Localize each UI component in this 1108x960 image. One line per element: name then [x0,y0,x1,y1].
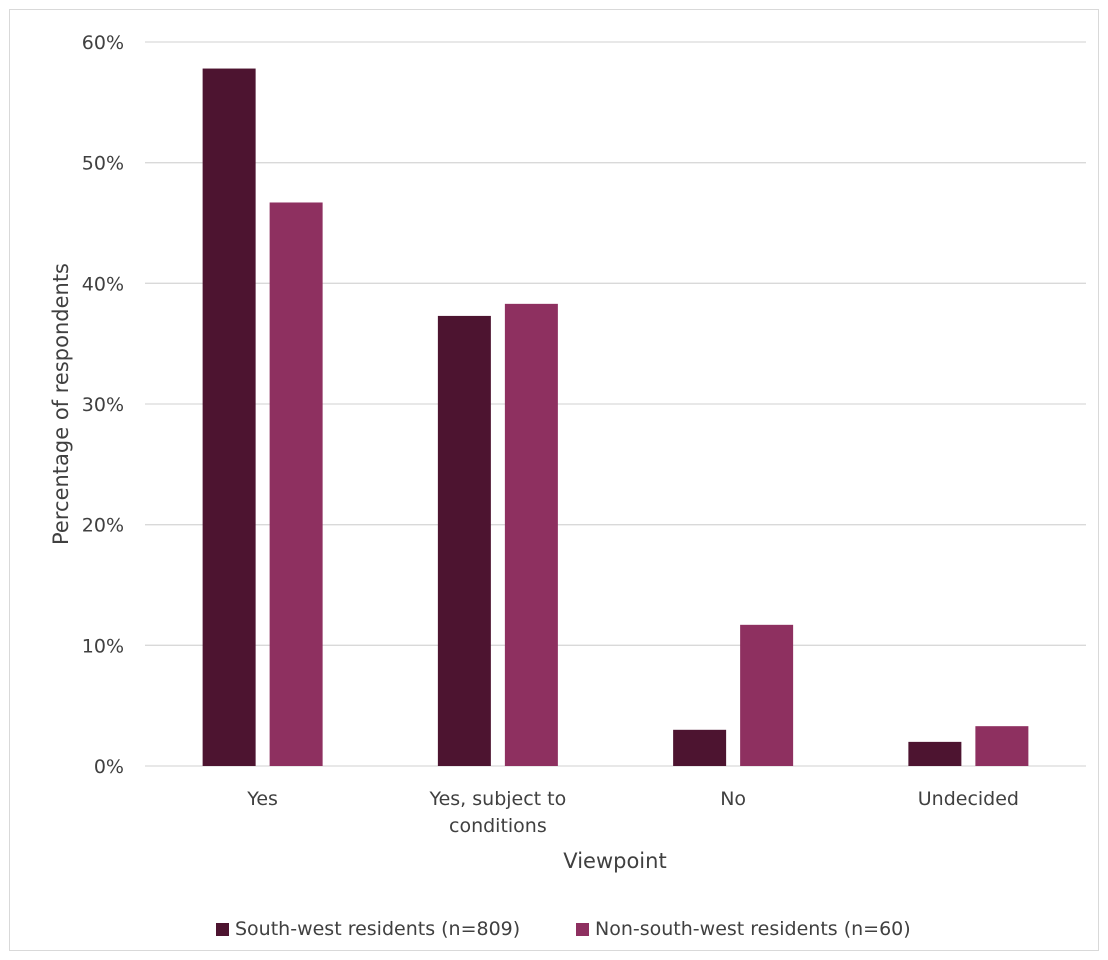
x-tick-label: conditions [449,815,547,837]
chart-frame [9,9,1099,951]
x-axis-ticks: Yes Yes, subject to conditions No Undecided [246,788,1019,837]
y-axis-ticks: 0% 10% 20% 30% 40% 50% 60% [82,32,124,778]
bar [975,726,1029,766]
y-tick-label: 30% [82,394,124,416]
legend-swatch [576,923,589,936]
y-tick-label: 40% [82,273,124,295]
legend-swatch [216,923,229,936]
bar [673,729,727,766]
x-tick-label: Yes [246,788,278,810]
bar [908,741,962,766]
bar [740,624,794,766]
y-tick-label: 0% [94,756,124,778]
y-tick-label: 20% [82,515,124,537]
legend-label: Non-south-west residents (n=60) [595,918,911,940]
bars [202,68,1029,766]
x-tick-label: Yes, subject to [429,788,567,810]
x-tick-label: No [720,788,746,810]
bar [202,68,256,766]
y-axis-label: Percentage of respondents [49,263,73,545]
bar [437,315,491,766]
bar [504,303,558,766]
x-tick-label: Undecided [918,788,1019,810]
y-tick-label: 60% [82,32,124,54]
legend-label: South-west residents (n=809) [235,918,520,940]
x-axis-label: Viewpoint [563,849,666,873]
y-tick-label: 10% [82,635,124,657]
y-tick-label: 50% [82,153,124,175]
legend: South-west residents (n=809) Non-south-we… [216,918,911,940]
bar [269,202,323,766]
